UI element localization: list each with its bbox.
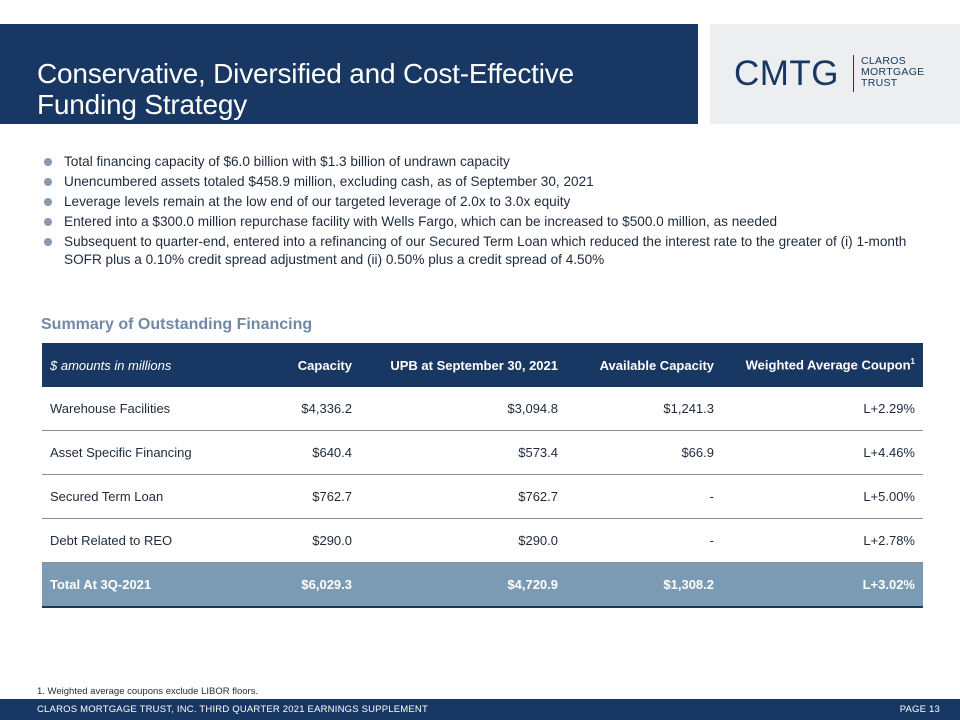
bullet-dot-icon [44, 158, 52, 166]
table-cell: $4,336.2 [254, 387, 360, 431]
table-cell: L+3.02% [722, 562, 923, 608]
table-cell: $3,094.8 [360, 387, 566, 431]
bullet-text: Total financing capacity of $6.0 billion… [64, 154, 510, 169]
bullet-dot-icon [44, 238, 52, 246]
table-cell: - [566, 474, 722, 519]
logo-divider [853, 55, 854, 92]
table-header-row: $ amounts in millions Capacity UPB at Se… [42, 343, 923, 387]
table-cell: Secured Term Loan [42, 474, 254, 519]
footnote: 1. Weighted average coupons exclude LIBO… [37, 686, 259, 697]
bullet-item: Total financing capacity of $6.0 billion… [42, 153, 922, 171]
table-row: Asset Specific Financing $640.4 $573.4 $… [42, 430, 923, 475]
table-cell: - [566, 518, 722, 563]
table-cell: $640.4 [254, 430, 360, 475]
table-cell: $1,308.2 [566, 562, 722, 608]
bullet-list: Total financing capacity of $6.0 billion… [42, 153, 922, 271]
table-cell: $762.7 [254, 474, 360, 519]
bullet-dot-icon [44, 218, 52, 226]
column-header: Capacity [254, 343, 360, 387]
bullet-text: Unencumbered assets totaled $458.9 milli… [64, 174, 594, 189]
table-cell: $4,720.9 [360, 562, 566, 608]
table-cell: $6,029.3 [254, 562, 360, 608]
table-cell: Debt Related to REO [42, 518, 254, 563]
table-cell: Asset Specific Financing [42, 430, 254, 475]
table-cell: $762.7 [360, 474, 566, 519]
section-title: Summary of Outstanding Financing [41, 316, 313, 333]
table-cell: L+4.46% [722, 430, 923, 475]
bullet-dot-icon [44, 178, 52, 186]
footer-company: CLAROS MORTGAGE TRUST, INC. THIRD QUARTE… [37, 704, 428, 715]
table-cell: L+2.78% [722, 518, 923, 563]
bullet-dot-icon [44, 198, 52, 206]
footnote-marker: 1 [910, 357, 915, 367]
bullet-item: Unencumbered assets totaled $458.9 milli… [42, 173, 922, 191]
column-header: UPB at September 30, 2021 [360, 343, 566, 387]
table-cell: L+5.00% [722, 474, 923, 519]
table-cell: $66.9 [566, 430, 722, 475]
logo-wordmark: CLAROS MORTGAGE TRUST [861, 56, 924, 89]
column-header: Weighted Average Coupon [745, 357, 911, 373]
logo-line-3: TRUST [861, 77, 898, 89]
column-header: $ amounts in millions [42, 343, 254, 387]
table-cell: $573.4 [360, 430, 566, 475]
bullet-text: Leverage levels remain at the low end of… [64, 194, 571, 209]
logo-mark: CMTG [734, 54, 840, 93]
financing-table: $ amounts in millions Capacity UPB at Se… [42, 343, 923, 608]
title-bar [0, 24, 698, 124]
table-cell: $290.0 [360, 518, 566, 563]
table-cell: L+2.29% [722, 387, 923, 431]
column-header: Available Capacity [566, 343, 722, 387]
table-cell: Total At 3Q-2021 [42, 562, 254, 608]
bullet-item: Entered into a $300.0 million repurchase… [42, 213, 922, 231]
table-row: Secured Term Loan $762.7 $762.7 - L+5.00… [42, 474, 923, 519]
column-header-coupon: Weighted Average Coupon1 [722, 343, 923, 387]
table-row: Warehouse Facilities $4,336.2 $3,094.8 $… [42, 387, 923, 431]
company-logo: CMTG CLAROS MORTGAGE TRUST [710, 24, 960, 124]
bullet-item: Subsequent to quarter-end, entered into … [42, 233, 922, 269]
bullet-text: Entered into a $300.0 million repurchase… [64, 214, 778, 229]
page-number: PAGE 13 [899, 704, 940, 715]
table-cell: $1,241.3 [566, 387, 722, 431]
logo-line-1: CLAROS [861, 55, 906, 67]
bullet-item: Leverage levels remain at the low end of… [42, 193, 922, 211]
table-total-row: Total At 3Q-2021 $6,029.3 $4,720.9 $1,30… [42, 562, 923, 608]
bullet-text: Subsequent to quarter-end, entered into … [64, 234, 907, 267]
logo-line-2: MORTGAGE [861, 66, 925, 78]
footer-bar: CLAROS MORTGAGE TRUST, INC. THIRD QUARTE… [0, 699, 960, 720]
page-title: Conservative, Diversified and Cost-Effec… [37, 58, 574, 120]
table-row: Debt Related to REO $290.0 $290.0 - L+2.… [42, 518, 923, 563]
table-cell: Warehouse Facilities [42, 387, 254, 431]
table-cell: $290.0 [254, 518, 360, 563]
